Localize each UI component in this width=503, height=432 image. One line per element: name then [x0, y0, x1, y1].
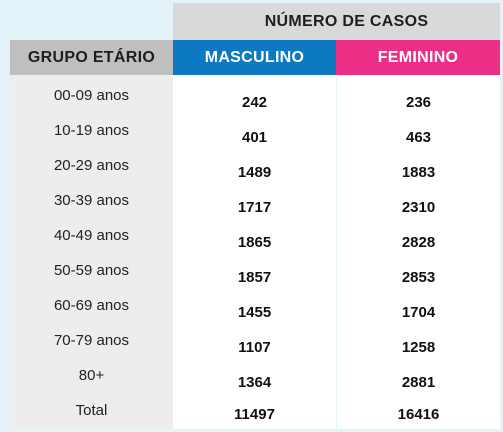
cases-count-header: NÚMERO DE CASOS [173, 3, 500, 40]
age-group-column: 00-09 anos 10-19 anos 20-29 anos 30-39 a… [10, 75, 173, 429]
male-column: 242 401 1489 1717 1865 1857 1455 1107 13… [173, 75, 336, 429]
female-count-cell: 463 [405, 129, 432, 146]
female-header: FEMININO [336, 40, 500, 75]
female-count-cell: 2881 [401, 374, 436, 391]
male-count-cell: 1455 [237, 304, 272, 321]
female-count-cell: 2853 [401, 269, 436, 286]
male-count-cell: 1364 [237, 374, 272, 391]
age-group-cell: 70-79 anos [53, 332, 130, 349]
age-group-cell: 40-49 anos [53, 227, 130, 244]
age-group-cell: 60-69 anos [53, 297, 130, 314]
male-total-cell: 11497 [234, 406, 275, 423]
age-group-cell: 10-19 anos [53, 122, 130, 139]
male-count-cell: 401 [241, 129, 268, 146]
age-group-cell: 00-09 anos [53, 87, 130, 104]
age-group-cell: 30-39 anos [53, 192, 130, 209]
age-group-header: GRUPO ETÁRIO [10, 40, 173, 75]
female-count-cell: 1704 [401, 304, 436, 321]
male-header: MASCULINO [173, 40, 336, 75]
male-count-cell: 242 [241, 94, 268, 111]
female-count-cell: 1258 [401, 339, 436, 356]
male-count-cell: 1857 [237, 269, 272, 286]
age-group-cell: 50-59 anos [53, 262, 130, 279]
male-count-cell: 1717 [237, 199, 272, 216]
male-count-cell: 1107 [238, 339, 271, 356]
male-count-cell: 1489 [237, 164, 272, 181]
female-count-cell: 2828 [401, 234, 436, 251]
female-count-cell: 2310 [401, 199, 436, 216]
total-label-cell: Total [75, 402, 108, 419]
female-count-cell: 1883 [401, 164, 436, 181]
female-total-cell: 16416 [397, 406, 440, 423]
age-group-cell: 20-29 anos [53, 157, 130, 174]
age-group-cell: 80+ [78, 367, 105, 384]
female-count-cell: 236 [405, 94, 432, 111]
male-count-cell: 1865 [237, 234, 272, 251]
female-column: 236 463 1883 2310 2828 2853 1704 1258 28… [337, 75, 500, 429]
